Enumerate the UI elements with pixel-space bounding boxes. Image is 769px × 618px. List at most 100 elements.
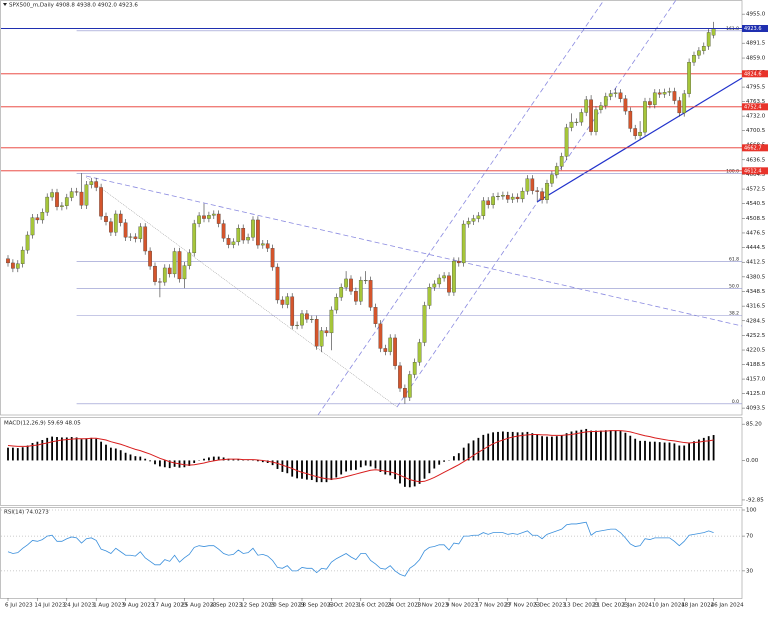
- bearish-candle-body: [618, 92, 623, 99]
- bullish-candle-body: [60, 205, 64, 207]
- macd-histogram-bar: [41, 440, 44, 461]
- macd-histogram-bar: [65, 437, 68, 461]
- bullish-candle-body: [20, 249, 25, 264]
- macd-histogram-bar: [531, 433, 534, 461]
- bullish-candle-body: [138, 226, 143, 239]
- bullish-candle-body: [491, 196, 495, 205]
- x-tick-label: 6 Jul 2023: [5, 603, 33, 609]
- bearish-candle-body: [153, 265, 157, 282]
- x-tick-label: 16 Oct 2023: [358, 603, 393, 609]
- macd-histogram-bar: [149, 460, 151, 462]
- bearish-candle-body: [515, 196, 520, 200]
- bearish-candle-body: [109, 221, 113, 233]
- macd-histogram-bar: [624, 432, 627, 461]
- y-tick-label: 4636.5: [746, 157, 766, 163]
- macd-histogram-bar: [350, 460, 352, 471]
- bullish-candle-body: [579, 112, 584, 123]
- bullish-candle-body: [295, 324, 299, 326]
- macd-histogram-bar: [634, 438, 637, 461]
- x-tick-label: 14 Jul 2023: [34, 603, 66, 609]
- macd-histogram-bar: [379, 460, 382, 472]
- macd-histogram-bar: [364, 460, 367, 466]
- macd-histogram-bar: [462, 447, 465, 461]
- bullish-candle-body: [706, 32, 711, 47]
- bullish-candle-body: [197, 215, 201, 224]
- bearish-candle-body: [143, 226, 148, 252]
- channel-lower-line: [396, 0, 677, 408]
- rsi-title: RSI(14) 74.0273: [4, 510, 49, 516]
- current-price-tag: [742, 25, 768, 33]
- bearish-candle-body: [221, 223, 226, 239]
- macd-histogram-bar: [90, 437, 93, 461]
- macd-histogram-bar: [114, 448, 117, 461]
- macd-histogram-bar: [497, 431, 499, 461]
- bullish-candle-body: [388, 337, 393, 352]
- y-tick-label: 4891.5: [746, 41, 766, 47]
- macd-histogram-bar: [296, 460, 298, 479]
- macd-histogram-bar: [21, 447, 24, 461]
- bullish-candle-body: [594, 109, 598, 132]
- macd-histogram-bar: [560, 435, 563, 461]
- macd-histogram-bar: [649, 441, 651, 461]
- bullish-candle-body: [701, 46, 706, 51]
- bullish-candle-body: [569, 121, 574, 128]
- x-tick-label: 9 Nov 2023: [446, 603, 478, 609]
- macd-histogram-bar: [521, 432, 524, 461]
- macd-histogram-bar: [129, 454, 132, 461]
- macd-histogram-bar: [61, 437, 63, 461]
- bullish-candle-body: [334, 297, 339, 311]
- bullish-candle-body: [550, 174, 554, 184]
- macd-histogram-bar: [698, 439, 700, 461]
- macd-histogram-bar: [570, 431, 573, 461]
- y-tick-label: 4316.5: [746, 304, 766, 310]
- macd-histogram-bar: [683, 445, 686, 461]
- macd-histogram-bar: [453, 456, 455, 461]
- macd-histogram-bar: [541, 436, 543, 461]
- x-tick-label: 10 Jan 2024: [652, 603, 685, 609]
- bearish-candle-body: [265, 243, 270, 249]
- macd-histogram-bar: [693, 441, 695, 461]
- bullish-candle-body: [69, 191, 74, 198]
- bullish-candle-body: [471, 218, 476, 222]
- menu-triangle: [3, 3, 7, 6]
- bullish-candle-body: [339, 287, 344, 298]
- bullish-candle-body: [692, 55, 696, 63]
- y-tick-label: 0.00: [746, 458, 759, 464]
- macd-histogram-bar: [467, 443, 470, 461]
- macd-histogram-bar: [124, 452, 127, 461]
- macd-histogram-bar: [619, 431, 622, 461]
- price-level-label: 4824.6: [744, 71, 762, 77]
- y-tick-label: 4093.5: [746, 406, 766, 412]
- macd-histogram-bar: [595, 430, 597, 461]
- y-tick-label: 4252.5: [746, 333, 766, 339]
- x-tick-label: 13 Dec 2023: [564, 603, 600, 609]
- bullish-candle-body: [643, 101, 647, 133]
- bearish-candle-body: [623, 98, 628, 112]
- bullish-candle-body: [481, 200, 486, 216]
- macd-histogram-bar: [232, 459, 235, 461]
- bullish-candle-body: [182, 265, 187, 280]
- bullish-candle-body: [363, 280, 368, 282]
- y-tick-label: 4572.5: [746, 187, 766, 193]
- fib-level-label: 50.0: [729, 284, 739, 290]
- macd-histogram-bar: [276, 460, 279, 469]
- macd-histogram-bar: [384, 460, 387, 475]
- bullish-candle-body: [344, 278, 348, 288]
- macd-histogram-bar: [580, 429, 583, 461]
- bearish-candle-body: [177, 251, 182, 280]
- bullish-candle-body: [128, 236, 133, 238]
- bearish-candle-body: [540, 191, 544, 200]
- bullish-candle-body: [45, 196, 50, 213]
- bullish-candle-body: [427, 287, 432, 306]
- bullish-candle-body: [40, 212, 45, 221]
- bullish-candle-body: [510, 196, 515, 200]
- y-tick-label: 4412.5: [746, 260, 766, 266]
- macd-histogram-bar: [257, 460, 259, 462]
- macd-histogram-bar: [51, 436, 53, 461]
- bullish-candle-body: [30, 217, 35, 236]
- bullish-candle-body: [422, 305, 427, 343]
- y-tick-label: 4508.5: [746, 216, 766, 222]
- bearish-candle-body: [148, 250, 152, 267]
- x-tick-label: 20 Sep 2023: [270, 603, 305, 609]
